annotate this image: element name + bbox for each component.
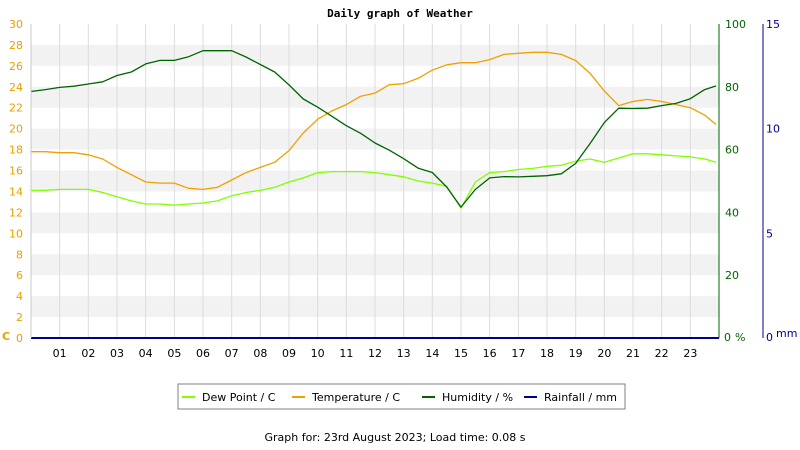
humidity-axis-tick-label: 40 (725, 206, 739, 219)
left-axis-tick-label: 0 (16, 332, 23, 345)
left-axis-tick-label: 22 (9, 102, 23, 115)
x-axis-tick-label: 07 (225, 347, 239, 360)
x-axis-tick-label: 23 (683, 347, 697, 360)
humidity-axis-unit: % (735, 331, 745, 344)
humidity-axis-tick-label: 20 (725, 269, 739, 282)
x-axis-tick-label: 20 (597, 347, 611, 360)
x-axis-tick-label: 22 (655, 347, 669, 360)
x-axis-tick-label: 02 (81, 347, 95, 360)
x-axis-tick-label: 21 (626, 347, 640, 360)
left-axis-tick-label: 12 (9, 206, 23, 219)
rain-axis-tick-label: 15 (766, 18, 780, 31)
chart-title: Daily graph of Weather (327, 7, 473, 20)
left-axis-tick-label: 14 (9, 185, 23, 198)
legend-label: Rainfall / mm (544, 391, 617, 404)
left-axis-tick-label: 18 (9, 144, 23, 157)
x-axis-tick-label: 19 (569, 347, 583, 360)
left-axis-unit: C (2, 330, 10, 343)
rain-axis-unit: mm (776, 327, 797, 340)
legend-box (177, 383, 626, 410)
x-axis-tick-label: 01 (53, 347, 67, 360)
left-axis-tick-label: 6 (16, 269, 23, 282)
x-axis-tick-label: 05 (167, 347, 181, 360)
plot-grid (59, 24, 691, 338)
plot-axes: 024681012141618202224262830C204060801000… (2, 18, 797, 360)
footer-text: Graph for: 23rd August 2023; Load time: … (264, 431, 525, 444)
left-axis-tick-label: 4 (16, 290, 23, 303)
left-axis-tick-label: 28 (9, 39, 23, 52)
left-axis-tick-label: 20 (9, 123, 23, 136)
legend-label: Temperature / C (311, 391, 400, 404)
left-axis-tick-label: 8 (16, 248, 23, 261)
legend-label: Dew Point / C (202, 391, 276, 404)
x-axis-tick-label: 08 (253, 347, 267, 360)
x-axis-tick-label: 09 (282, 347, 296, 360)
x-axis-tick-label: 15 (454, 347, 468, 360)
series-line-dew (31, 153, 717, 209)
left-axis-tick-label: 30 (9, 18, 23, 31)
x-axis-tick-label: 06 (196, 347, 210, 360)
rain-axis-tick-label: 0 (766, 331, 773, 344)
left-axis-tick-label: 10 (9, 227, 23, 240)
left-axis-tick-label: 26 (9, 60, 23, 73)
rain-axis-tick-label: 10 (766, 123, 780, 136)
legend-label: Humidity / % (442, 391, 513, 404)
x-axis-tick-label: 17 (511, 347, 525, 360)
series-line-humidity (30, 50, 717, 208)
humidity-axis-tick-label: 100 (725, 18, 746, 31)
rain-axis-tick-label: 5 (766, 227, 773, 240)
x-axis-tick-label: 12 (368, 347, 382, 360)
chart-legend: Dew Point / C Temperature / C Humidity / %… (177, 383, 626, 410)
x-axis-tick-label: 16 (483, 347, 497, 360)
left-axis-tick-label: 2 (16, 311, 23, 324)
x-axis-tick-label: 03 (110, 347, 124, 360)
x-axis-tick-label: 14 (425, 347, 439, 360)
x-axis-tick-label: 11 (339, 347, 353, 360)
left-axis-tick-label: 24 (9, 81, 23, 94)
series-line-temperature (31, 51, 717, 191)
x-axis-tick-label: 04 (139, 347, 153, 360)
humidity-axis-tick-label: 0 (724, 331, 731, 344)
humidity-axis-tick-label: 80 (725, 81, 739, 94)
left-axis-tick-label: 16 (9, 165, 23, 178)
plot-series (30, 50, 719, 339)
x-axis-tick-label: 10 (311, 347, 325, 360)
humidity-axis-tick-label: 60 (725, 144, 739, 157)
x-axis-tick-label: 13 (397, 347, 411, 360)
x-axis-tick-label: 18 (540, 347, 554, 360)
